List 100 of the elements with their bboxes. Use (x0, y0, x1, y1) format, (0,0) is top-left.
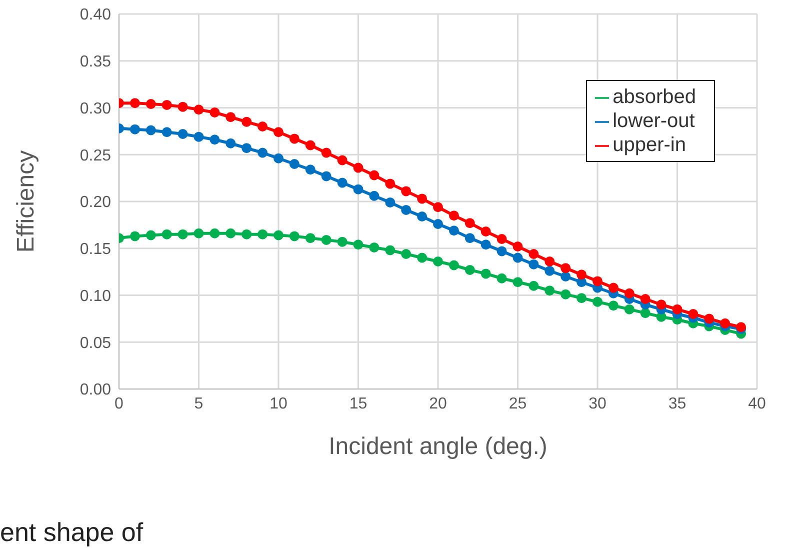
point (258, 229, 268, 240)
y-tick-label: 0.30 (80, 100, 112, 118)
point (353, 240, 364, 250)
point (544, 286, 555, 296)
point (401, 249, 412, 259)
point (417, 194, 428, 204)
x-tick-label: 5 (194, 395, 204, 412)
point (337, 155, 348, 166)
point (274, 127, 284, 138)
x-tick-label: 40 (748, 395, 766, 412)
y-tick-label: 0.00 (80, 382, 112, 399)
point (289, 134, 300, 144)
point (464, 264, 475, 275)
point (210, 134, 220, 145)
point (417, 252, 428, 263)
point (448, 260, 459, 270)
point (194, 104, 204, 115)
y-tick-label: 0.10 (80, 288, 112, 305)
point (608, 300, 618, 311)
point (353, 184, 364, 194)
point (560, 272, 571, 282)
point (704, 314, 714, 324)
point (672, 304, 682, 314)
point (385, 245, 396, 256)
point (417, 212, 428, 222)
x-tick-label: 10 (270, 395, 288, 412)
point (496, 273, 507, 284)
point (656, 300, 666, 310)
point (528, 280, 539, 291)
point (146, 125, 156, 136)
point (401, 186, 412, 196)
point (130, 124, 140, 134)
point (624, 288, 634, 298)
point (178, 129, 188, 139)
point (480, 240, 491, 250)
point (226, 228, 236, 238)
x-tick-label: 0 (114, 395, 124, 412)
point (544, 266, 555, 276)
y-tick-label: 0.35 (80, 54, 112, 71)
point (194, 132, 204, 142)
legend-label: lower-out (612, 110, 695, 132)
x-tick-label: 35 (668, 395, 686, 412)
point (720, 318, 730, 328)
point (337, 178, 348, 188)
y-tick-label: 0.05 (80, 334, 112, 352)
point (560, 263, 571, 274)
x-tick-label: 30 (588, 395, 606, 412)
x-axis-title: Incident angle (deg.) (328, 433, 548, 460)
point (401, 204, 412, 215)
point (592, 276, 602, 286)
y-axis-title: Efficiency (12, 150, 40, 253)
point (242, 143, 252, 154)
point (162, 127, 172, 138)
point (385, 178, 396, 189)
point (321, 171, 332, 182)
point (162, 229, 172, 240)
point (576, 270, 587, 280)
point (258, 122, 268, 132)
point (512, 242, 523, 252)
point (130, 98, 140, 108)
point (305, 233, 316, 244)
point (321, 148, 332, 158)
point (289, 159, 300, 169)
point (528, 259, 539, 270)
y-tick-label: 0.40 (80, 6, 112, 24)
point (178, 229, 188, 240)
point (464, 233, 475, 244)
y-tick-label: 0.20 (80, 194, 112, 212)
point (369, 190, 380, 201)
point (512, 252, 523, 263)
point (528, 249, 539, 259)
x-tick-label: 20 (429, 395, 447, 412)
point (353, 162, 364, 173)
point (433, 256, 443, 266)
point (433, 219, 443, 229)
point (242, 116, 252, 127)
point (640, 308, 650, 318)
point (226, 112, 236, 122)
y-tick-label: 0.15 (80, 241, 112, 258)
point (640, 294, 650, 304)
point (369, 242, 380, 252)
point (178, 102, 188, 112)
point (162, 100, 172, 110)
point (592, 296, 602, 307)
point (433, 202, 443, 212)
point (385, 197, 396, 208)
point (512, 277, 523, 288)
point (226, 138, 236, 148)
point (480, 226, 491, 236)
point (448, 226, 459, 236)
y-tick-label: 0.25 (80, 147, 112, 164)
x-tick-label: 25 (508, 395, 527, 412)
point (289, 231, 300, 242)
point (274, 153, 284, 164)
point (337, 236, 348, 247)
text: ent shape of (0, 517, 144, 548)
point (496, 234, 507, 244)
point (369, 170, 380, 180)
point (146, 99, 156, 109)
point (194, 228, 204, 238)
